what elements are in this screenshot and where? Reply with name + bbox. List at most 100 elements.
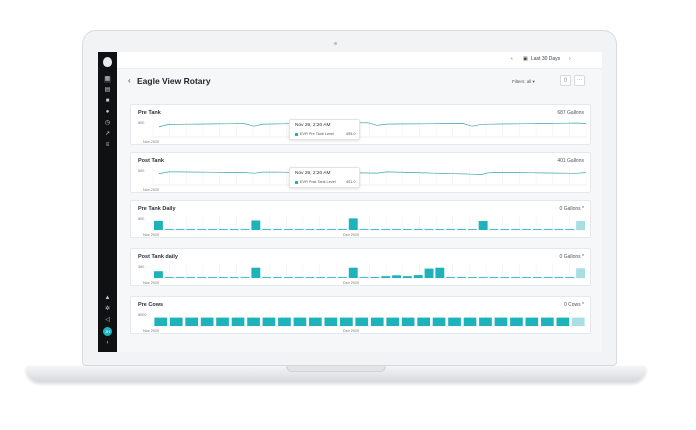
chart-plot: 500 Nov 2020 [138,168,587,192]
chart-bar [348,267,358,278]
chart-bar [402,276,412,278]
chart-bar [164,277,174,278]
chart-bar [479,317,492,326]
date-range-selector[interactable]: Last 30 Days [531,56,561,62]
filters-dropdown[interactable]: Filters: all ▾ [512,79,535,84]
chart-bar [186,277,196,278]
chart-title: Post Tank daily [138,254,178,260]
bell-icon[interactable]: ▲ [104,295,111,301]
chart-bar [448,317,461,326]
series-line [158,171,587,175]
chart-bar [338,277,347,278]
chart-tooltip: Nov 26, 2:20 AM EVR Pre Tank Level 495.0 [289,119,360,140]
x-tick-label: Nov 2020 [143,233,159,237]
chart-bar [541,317,554,326]
chart-bar [327,277,337,278]
chart-bar [463,317,477,326]
chart-card: Pre Tank 687 Gallons 800 Nov 2020 Nov 26, 2:… [130,104,591,145]
megaphone-icon[interactable]: ◁ [105,317,110,323]
chart-bar [532,229,542,230]
settings-icon[interactable]: ✲ [104,306,111,312]
chart-bar [370,277,380,278]
chart-bar [576,220,585,230]
expand-sidebar-icon[interactable]: › [106,340,109,346]
grid-icon[interactable]: ▦ [104,76,111,83]
y-tick-label: 8000 [138,313,146,317]
delete-button[interactable]: ▯ [560,75,571,86]
prev-range-icon[interactable]: ‹ [511,56,513,62]
chart-bar [392,229,401,230]
chart-plot: 8000 Nov 2020 Dec 2020 [138,312,587,333]
chart-bar [262,317,276,326]
laptop-base [26,366,646,382]
chart-bar [218,277,228,278]
chart-current-value: 0 Gallons * [559,254,584,260]
chart-bar [457,229,466,230]
chart-current-value: 687 Gallons [557,110,584,116]
chart-card: Post Tank 401 Gallons 500 Nov 2020 Nov 26, 2… [130,152,591,193]
page-header: ‹ Eagle View Rotary Filters: all ▾ ▯ ⋯ [117,69,602,93]
camera-icon [334,42,337,45]
chart-plot: 800 Nov 2020 Dec 2020 [138,216,587,237]
chart-bar [565,229,575,230]
chart-bar [231,317,245,326]
chart-bar [489,277,499,278]
chart-bar [305,277,315,278]
laptop-notch [286,366,386,372]
list-icon[interactable]: ≡ [105,142,110,148]
chart-bar [154,317,168,326]
clock-icon[interactable]: ◷ [104,120,111,126]
avatar[interactable]: JH [103,327,112,336]
chart-current-value: 0 Cows * [563,302,584,308]
chart-bar [240,277,250,278]
chart-bar [359,277,369,278]
app-screen: ▦ ▤ ■ ● ◷ ↗ ≡ ▲ ✲ ◁ JH › ‹ ▣ Last 30 Day… [98,52,602,352]
chart-bar [478,277,488,278]
chart-bar [556,317,570,326]
inbox-icon[interactable]: ▤ [104,87,111,93]
chart-title: Pre Tank [138,110,161,116]
chart-bar [543,229,553,230]
alert-icon[interactable]: ■ [105,98,110,104]
more-options-button[interactable]: ⋯ [574,75,585,86]
chart-bar [381,229,391,230]
x-tick-label: Dec 2020 [343,281,359,285]
page-title: Eagle View Rotary [137,76,211,86]
chart-bar [247,317,260,326]
chart-bar [262,277,272,278]
chart-bar [175,229,185,230]
chart-bar [435,229,445,230]
chart-bar [185,317,198,326]
chart-bar [316,277,326,278]
tooltip-value: 495.0 [346,132,356,136]
chart-bar [186,229,196,230]
calendar-icon[interactable]: ▣ [523,56,528,62]
chart-bar [200,317,214,326]
trend-icon[interactable]: ↗ [104,131,111,137]
tooltip-series-label: EVR Pre Tank Level [300,132,334,136]
chart-bar [154,271,163,278]
chart-bar [500,277,510,278]
chart-bar [478,221,488,230]
chart-bar [571,317,585,326]
chart-bar [154,220,163,230]
chart-bar [218,229,228,230]
chart-bar [532,277,542,278]
chart-bar [386,317,400,326]
next-range-icon[interactable]: › [569,56,571,62]
chart-bar [359,229,369,230]
chart-tooltip: Nov 26, 2:20 AM EVR Post Tank Level 401.0 [289,167,360,188]
chart-bar [494,317,508,326]
chart-bar [316,229,326,230]
map-pin-icon[interactable]: ● [105,109,110,115]
chart-bar [229,229,239,230]
y-tick-label: 500 [138,169,144,173]
chart-bar [262,229,272,230]
series-line [158,122,587,128]
back-arrow-icon[interactable]: ‹ [128,76,131,85]
chart-bar [327,229,337,230]
chart-bar [381,276,391,278]
chart-plot: 800 Nov 2020 [138,120,587,144]
tooltip-swatch [295,181,298,184]
chart-bar [510,317,523,326]
